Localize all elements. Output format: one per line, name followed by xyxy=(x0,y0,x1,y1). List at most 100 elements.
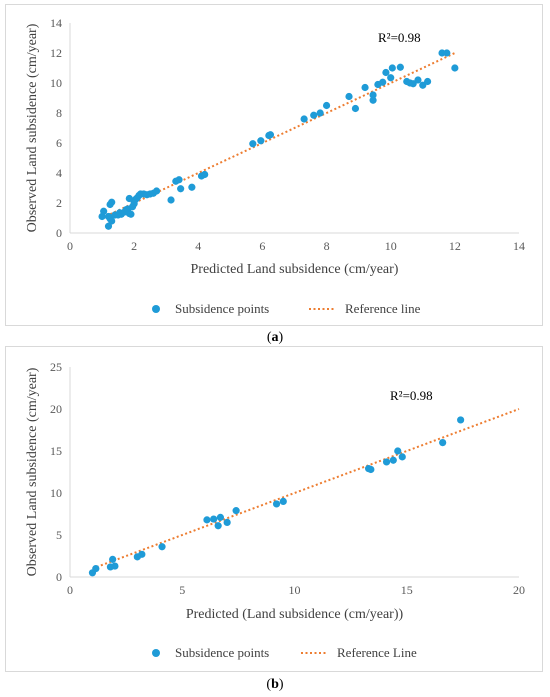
data-point xyxy=(104,222,113,230)
y-axis-title: Observed Land subsidence (cm/year) xyxy=(25,367,40,576)
data-point xyxy=(394,447,402,455)
x-tick-label: 2 xyxy=(131,239,137,253)
y-tick-label: 0 xyxy=(56,226,62,240)
data-point xyxy=(203,516,211,524)
x-tick-label: 4 xyxy=(195,239,201,253)
data-point xyxy=(177,185,185,193)
data-point xyxy=(111,562,119,570)
reference-line xyxy=(92,408,520,570)
data-point xyxy=(272,500,281,508)
scatter-chart-a: 0 2 4 6 8 10 12 14 0 2 4 6 8 10 12 14 Predicted Land sub… xyxy=(25,16,525,316)
legend-marker-points xyxy=(152,305,160,313)
y-tick-label: 5 xyxy=(56,528,62,542)
data-point xyxy=(214,522,222,530)
scatter-chart-b: 0 5 10 15 20 0 5 10 15 20 25 Predicted (Land subsid… xyxy=(25,360,525,660)
data-point xyxy=(108,198,116,206)
data-point xyxy=(389,456,397,464)
y-tick-label: 4 xyxy=(56,166,62,180)
data-point xyxy=(108,217,116,225)
x-tick-label: 14 xyxy=(513,239,525,253)
y-tick-label: 10 xyxy=(50,486,62,500)
data-point xyxy=(414,76,422,84)
legend-label-points: Subsidence points xyxy=(175,301,269,316)
data-point xyxy=(138,550,146,558)
data-point xyxy=(188,183,196,191)
data-point xyxy=(152,187,161,195)
x-tick-label: 5 xyxy=(179,583,185,597)
x-tick-label: 15 xyxy=(401,583,413,597)
data-point xyxy=(382,68,390,77)
data-point xyxy=(167,196,175,204)
data-point xyxy=(369,91,377,99)
y-tick-label: 0 xyxy=(56,570,62,584)
data-point xyxy=(175,176,183,184)
x-tick-label: 0 xyxy=(67,583,73,597)
data-point xyxy=(451,64,459,72)
caption-a: (a) xyxy=(266,330,284,345)
data-point xyxy=(398,453,406,461)
y-tick-label: 6 xyxy=(56,136,62,150)
data-point xyxy=(310,111,318,119)
x-tick-label: 10 xyxy=(289,583,301,597)
reference-line xyxy=(101,52,456,219)
y-tick-label: 15 xyxy=(50,444,62,458)
legend-label-reference: Reference Line xyxy=(337,645,417,660)
caption-a-letter: a xyxy=(271,330,279,345)
caption-b: (b) xyxy=(266,677,284,692)
data-point xyxy=(257,137,265,145)
y-tick-label: 25 xyxy=(50,360,62,374)
data-point xyxy=(322,101,331,110)
data-point xyxy=(216,513,225,521)
x-tick-label: 20 xyxy=(513,583,525,597)
data-point xyxy=(92,565,100,573)
x-tick-label: 8 xyxy=(324,239,330,253)
data-point xyxy=(279,497,287,505)
data-point xyxy=(158,543,166,551)
r-squared-annotation: R²=0.98 xyxy=(378,30,421,45)
chart-panel-a: 0 2 4 6 8 10 12 14 0 2 4 6 8 10 12 14 Predicted Land sub… xyxy=(5,4,543,326)
x-tick-label: 10 xyxy=(385,239,397,253)
y-axis-title: Observed Land subsidence (cm/year) xyxy=(25,23,40,232)
y-tick-label: 2 xyxy=(56,196,62,210)
data-point xyxy=(109,555,117,563)
data-point xyxy=(223,518,231,526)
y-tick-label: 14 xyxy=(50,16,62,30)
data-point xyxy=(100,207,108,215)
data-point xyxy=(316,109,324,117)
x-tick-label: 12 xyxy=(449,239,461,253)
y-tick-label: 12 xyxy=(50,46,62,60)
data-point xyxy=(300,115,308,123)
data-point xyxy=(396,63,404,71)
data-point xyxy=(367,465,375,474)
x-tick-label: 0 xyxy=(67,239,73,253)
chart-panel-b: 0 5 10 15 20 0 5 10 15 20 25 Predicted (Land subsid… xyxy=(5,346,543,672)
data-point xyxy=(201,170,209,179)
caption-b-letter: b xyxy=(271,677,279,692)
data-point xyxy=(443,49,451,57)
data-point xyxy=(387,74,395,82)
data-point xyxy=(351,104,360,113)
data-point xyxy=(457,416,465,424)
data-point xyxy=(232,507,240,515)
legend-label-reference: Reference line xyxy=(345,301,421,316)
data-point xyxy=(345,92,353,101)
data-point xyxy=(266,131,275,139)
legend-marker-points xyxy=(152,649,160,657)
x-axis-title: Predicted Land subsidence (cm/year) xyxy=(191,262,399,277)
r-squared-annotation: R²=0.98 xyxy=(390,388,433,403)
data-point xyxy=(382,458,391,466)
data-point xyxy=(249,140,257,148)
y-tick-label: 20 xyxy=(50,402,62,416)
data-point xyxy=(439,439,447,447)
y-tick-label: 10 xyxy=(50,76,62,90)
data-point xyxy=(388,64,396,72)
data-point xyxy=(379,78,387,86)
data-point xyxy=(210,515,218,523)
data-point xyxy=(369,96,377,104)
y-tick-label: 8 xyxy=(56,106,62,120)
legend-label-points: Subsidence points xyxy=(175,645,269,660)
x-axis-title: Predicted (Land subsidence (cm/year)) xyxy=(186,607,404,622)
data-point xyxy=(127,210,135,218)
data-point xyxy=(361,83,369,92)
data-point xyxy=(423,77,432,86)
